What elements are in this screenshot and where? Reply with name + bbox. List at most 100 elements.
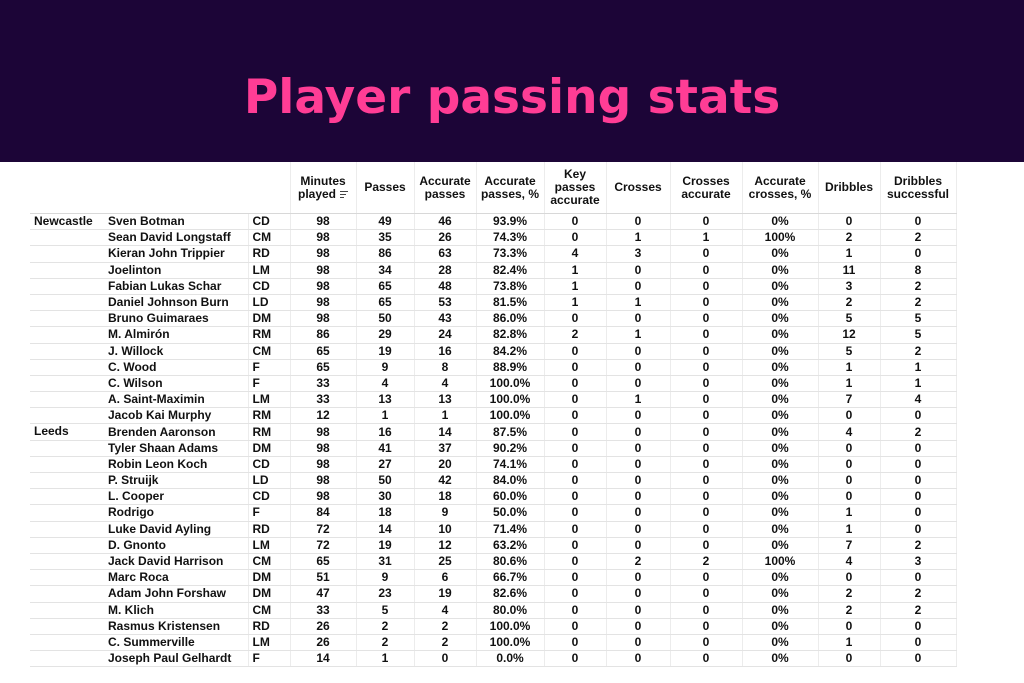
table-row[interactable]: Leeds Brenden Aaronson RM 98 16 14 87.5% 0 0 0 0% 4… bbox=[30, 423, 957, 441]
table-row[interactable]: Kieran John Trippier RD 98 86 63 73.3% 4 3 0 0% 1 0 bbox=[30, 245, 957, 263]
table-row[interactable]: C. Summerville LM 26 2 2 100.0% 0 0 0 0% 1 0 bbox=[30, 634, 957, 652]
table-row[interactable]: M. Klich CM 33 5 4 80.0% 0 0 0 0% 2 2 bbox=[30, 602, 957, 619]
column-header[interactable]: Passes bbox=[356, 162, 415, 214]
column-header[interactable]: Minutes played bbox=[290, 162, 357, 214]
stat-cell: 0% bbox=[742, 375, 819, 393]
stat-cell: 0 bbox=[544, 229, 607, 247]
player-name-cell: Jacob Kai Murphy bbox=[102, 407, 249, 425]
stat-cell: 2 bbox=[880, 278, 957, 295]
table-row[interactable]: Tyler Shaan Adams DM 98 41 37 90.2% 0 0 0 0% 0 0 bbox=[30, 440, 957, 457]
team-cell bbox=[30, 650, 102, 668]
table-row[interactable]: J. Willock CM 65 19 16 84.2% 0 0 0 0% 5 2 bbox=[30, 343, 957, 360]
table-row[interactable]: C. Wilson F 33 4 4 100.0% 0 0 0 0% 1 1 bbox=[30, 375, 957, 393]
stat-cell: 0 bbox=[544, 537, 607, 554]
stat-cell: 90.2% bbox=[476, 440, 545, 457]
stat-cell: 4 bbox=[818, 553, 881, 571]
stat-cell: 0 bbox=[606, 310, 671, 328]
stat-cell: 0 bbox=[544, 650, 607, 668]
table-row[interactable]: P. Struijk LD 98 50 42 84.0% 0 0 0 0% 0 0 bbox=[30, 472, 957, 490]
stat-cell: 72 bbox=[290, 537, 357, 554]
position-cell: CM bbox=[248, 229, 291, 247]
table-row[interactable]: M. Almirón RM 86 29 24 82.8% 2 1 0 0% 12 5 bbox=[30, 326, 957, 344]
stat-cell: 0% bbox=[742, 504, 819, 522]
column-header[interactable]: Dribbles successful bbox=[880, 162, 957, 214]
player-name-cell: Rodrigo bbox=[102, 504, 249, 522]
team-cell bbox=[30, 245, 102, 263]
stat-cell: 0 bbox=[606, 262, 671, 279]
column-header[interactable]: Accurate crosses, % bbox=[742, 162, 819, 214]
stat-cell: 5 bbox=[356, 602, 415, 619]
table-row[interactable]: A. Saint-Maximin LM 33 13 13 100.0% 0 1 0 0% 7 4 bbox=[30, 391, 957, 409]
column-header[interactable]: Accurate passes, % bbox=[476, 162, 545, 214]
table-row[interactable]: Bruno Guimaraes DM 98 50 43 86.0% 0 0 0 0% 5 5 bbox=[30, 310, 957, 328]
stat-cell: 0 bbox=[606, 537, 671, 554]
stat-cell: 0% bbox=[742, 618, 819, 635]
column-header[interactable]: Key passes accurate bbox=[544, 162, 607, 214]
team-cell bbox=[30, 229, 102, 247]
stat-cell: 0 bbox=[544, 213, 607, 231]
stat-cell: 0% bbox=[742, 456, 819, 474]
stat-cell: 0 bbox=[544, 359, 607, 376]
stat-cell: 0 bbox=[880, 521, 957, 538]
table-row[interactable]: Jacob Kai Murphy RM 12 1 1 100.0% 0 0 0 0% 0 0 bbox=[30, 407, 957, 425]
stat-cell: 0 bbox=[818, 618, 881, 635]
stat-cell: 0 bbox=[606, 602, 671, 619]
table-row[interactable]: Robin Leon Koch CD 98 27 20 74.1% 0 0 0 0% 0 0 bbox=[30, 456, 957, 474]
player-name-cell: Adam John Forshaw bbox=[102, 585, 249, 603]
stat-cell: 1 bbox=[606, 391, 671, 409]
column-header-label: Dribbles bbox=[824, 180, 873, 194]
stat-cell: 16 bbox=[356, 423, 415, 441]
table-row[interactable]: Adam John Forshaw DM 47 23 19 82.6% 0 0 0 0% 2 2 bbox=[30, 585, 957, 603]
table-row[interactable]: Jack David Harrison CM 65 31 25 80.6% 0 2 2 100% 4… bbox=[30, 553, 957, 571]
position-cell: RM bbox=[248, 423, 291, 441]
stat-cell: 0 bbox=[818, 407, 881, 425]
table-row[interactable]: Joseph Paul Gelhardt F 14 1 0 0.0% 0 0 0 0% 0 0 bbox=[30, 650, 957, 668]
table-row[interactable]: Fabian Lukas Schar CD 98 65 48 73.8% 1 0 0 0% 3 2 bbox=[30, 278, 957, 295]
stat-cell: 5 bbox=[880, 326, 957, 344]
stat-cell: 0% bbox=[742, 634, 819, 652]
position-cell: CD bbox=[248, 488, 291, 506]
header-position bbox=[248, 162, 291, 214]
table-row[interactable]: Rodrigo F 84 18 9 50.0% 0 0 0 0% 1 0 bbox=[30, 504, 957, 522]
team-cell bbox=[30, 262, 102, 279]
stat-cell: 0% bbox=[742, 391, 819, 409]
column-header[interactable]: Crosses bbox=[606, 162, 671, 214]
player-name-cell: Marc Roca bbox=[102, 569, 249, 587]
position-cell: F bbox=[248, 650, 291, 668]
team-cell bbox=[30, 391, 102, 409]
stat-cell: 0 bbox=[670, 359, 743, 376]
table-row[interactable]: C. Wood F 65 9 8 88.9% 0 0 0 0% 1 1 bbox=[30, 359, 957, 376]
stat-cell: 1 bbox=[818, 245, 881, 263]
stat-cell: 1 bbox=[544, 262, 607, 279]
stat-cell: 42 bbox=[414, 472, 477, 490]
team-cell bbox=[30, 294, 102, 312]
column-header[interactable]: Dribbles bbox=[818, 162, 881, 214]
table-row[interactable]: Luke David Ayling RD 72 14 10 71.4% 0 0 0 0% 1 0 bbox=[30, 521, 957, 538]
stat-cell: 0 bbox=[606, 440, 671, 457]
stat-cell: 1 bbox=[880, 375, 957, 393]
stat-cell: 0 bbox=[670, 391, 743, 409]
table-row[interactable]: Rasmus Kristensen RD 26 2 2 100.0% 0 0 0 0% 0 0 bbox=[30, 618, 957, 635]
table-row[interactable]: Marc Roca DM 51 9 6 66.7% 0 0 0 0% 0 0 bbox=[30, 569, 957, 587]
team-cell: Newcastle bbox=[30, 213, 102, 231]
table-row[interactable]: Sean David Longstaff CM 98 35 26 74.3% 0 1 1 100%… bbox=[30, 229, 957, 247]
stat-cell: 4 bbox=[414, 602, 477, 619]
player-name-cell: Daniel Johnson Burn bbox=[102, 294, 249, 312]
player-name-cell: Sven Botman bbox=[102, 213, 249, 231]
stat-cell: 74.3% bbox=[476, 229, 545, 247]
stat-cell: 0% bbox=[742, 602, 819, 619]
table-row[interactable]: D. Gnonto LM 72 19 12 63.2% 0 0 0 0% 7 2 bbox=[30, 537, 957, 554]
column-header[interactable]: Crosses accurate bbox=[670, 162, 743, 214]
team-cell bbox=[30, 343, 102, 360]
stat-cell: 98 bbox=[290, 310, 357, 328]
sort-icon[interactable] bbox=[340, 189, 348, 200]
stat-cell: 1 bbox=[606, 294, 671, 312]
column-header[interactable]: Accurate passes bbox=[414, 162, 477, 214]
table-row[interactable]: Joelinton LM 98 34 28 82.4% 1 0 0 0% 11 8 bbox=[30, 262, 957, 279]
table-row[interactable]: L. Cooper CD 98 30 18 60.0% 0 0 0 0% 0 0 bbox=[30, 488, 957, 506]
header-banner: Player passing stats bbox=[0, 0, 1024, 162]
table-row[interactable]: Daniel Johnson Burn LD 98 65 53 81.5% 1 1 0 0% 2 2 bbox=[30, 294, 957, 312]
table-row[interactable]: Newcastle Sven Botman CD 98 49 46 93.9% 0 0 0 0% 0 0 bbox=[30, 213, 957, 231]
stat-cell: 0 bbox=[818, 488, 881, 506]
stat-cell: 3 bbox=[880, 553, 957, 571]
